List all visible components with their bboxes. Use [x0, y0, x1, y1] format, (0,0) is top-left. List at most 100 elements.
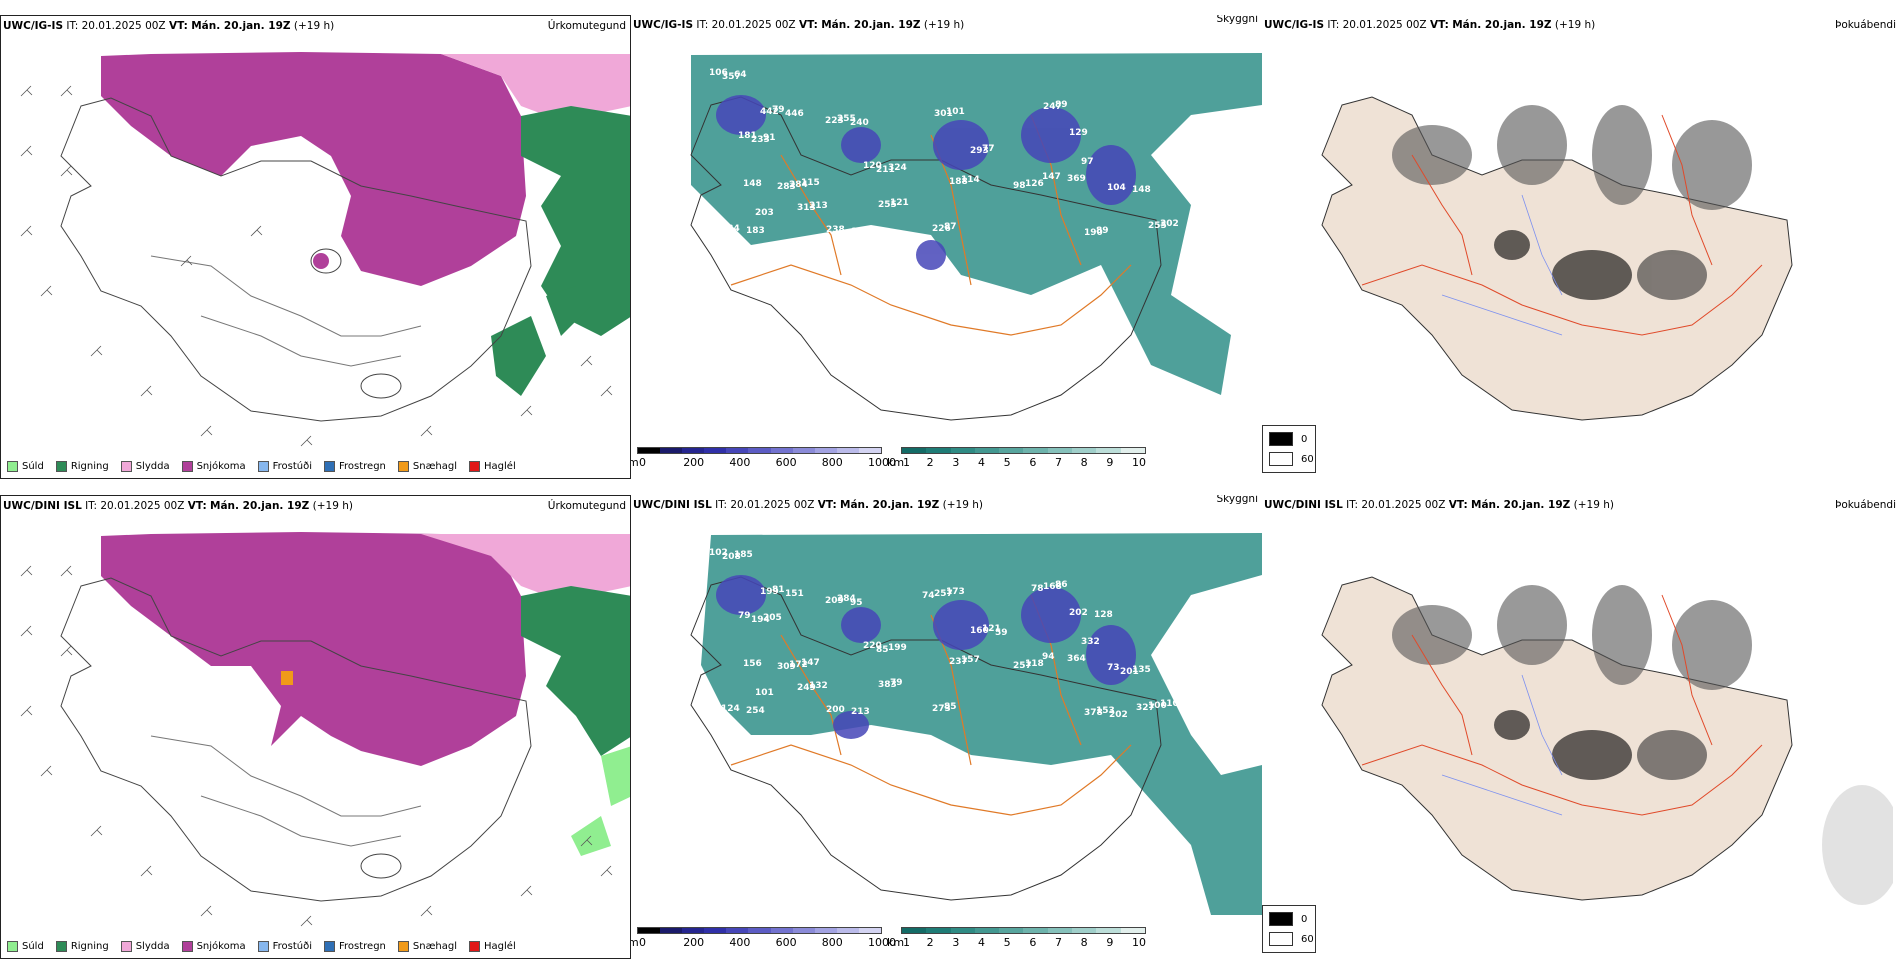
cloudbase-value: 201: [1120, 667, 1139, 677]
colorbar-swatch: [770, 928, 793, 933]
cloudbase-value: 190: [1084, 228, 1103, 238]
colorbar-tick: 800: [821, 456, 843, 469]
colorbar-tick: 5: [1003, 936, 1011, 949]
cloudbase-colorbar: m 0 200 400 600 800 1000: [631, 927, 896, 953]
cloudbase-value: 147: [1042, 172, 1061, 182]
legend-label: Snæhagl: [412, 461, 458, 472]
cloudbase-value: 110: [1160, 699, 1179, 709]
cloudbase-value: 153: [1096, 706, 1115, 716]
visibility-colorbar: km 1 2 3 4 5 6 7 8 9 10: [887, 447, 1146, 473]
panel-type-label: Skyggni: [1216, 15, 1259, 25]
fog-shading: [1392, 105, 1752, 300]
cloudbase-value: 156: [743, 659, 762, 669]
colorbar-tick: 600: [775, 456, 797, 469]
wind-barbs: [20, 565, 613, 927]
fog-legend-swatch: [1269, 432, 1293, 446]
cloudbase-value: 283: [777, 182, 796, 192]
cloudbase-value: 369: [1067, 174, 1086, 184]
colorbar-swatch: [638, 448, 661, 453]
colorbar-tick: 1000: [868, 936, 896, 949]
colorbar-swatch: [726, 928, 749, 933]
legend-label: Slydda: [135, 461, 170, 472]
cloudbase-value: 101: [946, 107, 965, 117]
fog-map: [1321, 576, 1893, 905]
cloudbase-value: 94: [1042, 652, 1055, 662]
legend-label: Frostúði: [272, 941, 312, 952]
legend-item: Slydda: [120, 461, 170, 472]
cloudbase-value: 188: [949, 177, 968, 187]
cloudbase-value: 247: [1043, 102, 1062, 112]
panel-title: UWC/DINI ISL IT: 20.01.2025 00Z VT: Mán.…: [3, 500, 353, 512]
cloudbase-value: 209: [825, 596, 844, 606]
cloudbase-value: 100: [1148, 701, 1167, 711]
legend-label: Slydda: [135, 941, 170, 952]
iceland-outline: [690, 576, 1162, 901]
legend-label: Frostregn: [339, 461, 386, 472]
cloudbase-value: 128: [1094, 610, 1113, 620]
low-cloud-patches: [716, 575, 1136, 739]
colorbar-swatch: [1096, 448, 1121, 453]
legend-swatch: [7, 941, 18, 952]
legend-item: Rigning: [55, 941, 109, 952]
colorbar-tick: 5: [1003, 456, 1011, 469]
cloudbase-value: 233: [751, 135, 770, 145]
colorbar-swatch: [814, 448, 837, 453]
cloudbase-value: 85: [944, 702, 957, 712]
cloudbase-value: 167: [851, 227, 870, 237]
cloudbase-value: 223: [825, 116, 844, 126]
colorbar-tick: 4: [978, 936, 985, 949]
panel-title: UWC/IG-IS IT: 20.01.2025 00Z VT: Mán. 20…: [3, 20, 335, 32]
colorbar-swatch: [926, 928, 951, 933]
visibility-unit: km: [887, 936, 905, 949]
panel-type-label: Úrkomutegund: [547, 20, 626, 32]
legend-item: Snjókoma: [181, 941, 246, 952]
cloudbase-value: 257: [1013, 661, 1032, 671]
cloudbase-value: 205: [763, 613, 782, 623]
legend-swatch: [397, 461, 409, 472]
precip-legend: Súld Rigning Slydda Snjókoma Frostúði Frostre…: [7, 941, 516, 952]
cloudbase-value: 132: [809, 681, 828, 691]
cloudbase-value: 124: [721, 704, 740, 714]
legend-item: Frostúði: [257, 461, 312, 472]
cloudbase-value: 121: [890, 198, 909, 208]
colorbar-swatch: [1072, 928, 1097, 933]
cloudbase-value: 255: [837, 114, 856, 124]
cloudbase-value: 134: [721, 224, 740, 234]
colorbar-tick: 0: [639, 456, 646, 469]
precip-fields: [101, 532, 630, 856]
colorbar-swatch: [1023, 928, 1048, 933]
cloudbase-value: 378: [1084, 708, 1103, 718]
roads: [1361, 594, 1763, 816]
colorbar-swatch: [950, 928, 975, 933]
cloudbase-value: 73: [1107, 663, 1120, 673]
colorbar-swatch: [974, 448, 1000, 453]
cloudbase-values: 106 79 181 115 255 120 101 77 89 97 104 302 89 147126…: [709, 68, 1179, 238]
cloudbase-value: 97: [1081, 157, 1094, 167]
cloudbase-colorbar-swatches: [637, 447, 882, 454]
visibility-colorbar-swatches: [901, 927, 1146, 934]
cloudbase-values: 102 81 79 147 284 220 173 121 86 332 73 110 153 94118…: [709, 548, 1179, 720]
cloudbase-value: 78: [1031, 584, 1044, 594]
cloudbase-value: 220: [863, 641, 882, 651]
cloudbase-value: 357: [722, 72, 741, 82]
cloudbase-value: 135: [1132, 665, 1151, 675]
legend-swatch: [55, 941, 67, 952]
legend-item: Haglél: [469, 461, 516, 472]
precip-fields: [101, 52, 630, 396]
colorbar-tick: 8: [1080, 456, 1088, 469]
cloudbase-value: 79: [738, 611, 751, 621]
cloudbase-value: 301: [934, 109, 953, 119]
cloudbase-value: 202: [1109, 710, 1128, 720]
cloudbase-value: 101: [755, 688, 774, 698]
legend-item: Haglél: [469, 941, 516, 952]
legend-swatch: [181, 461, 193, 472]
colorbar-tick: 4: [978, 456, 985, 469]
colorbar-tick: 7: [1055, 936, 1062, 949]
cloudbase-value: 199: [760, 587, 779, 597]
cloudbase-value: 181: [738, 131, 757, 141]
cloudbase-value: 126: [1025, 179, 1044, 189]
cloudbase-value: 151: [785, 589, 804, 599]
legend-label: Rigning: [70, 941, 109, 952]
colorbar-tick: 7: [1055, 456, 1062, 469]
legend-label: Súld: [22, 941, 44, 952]
